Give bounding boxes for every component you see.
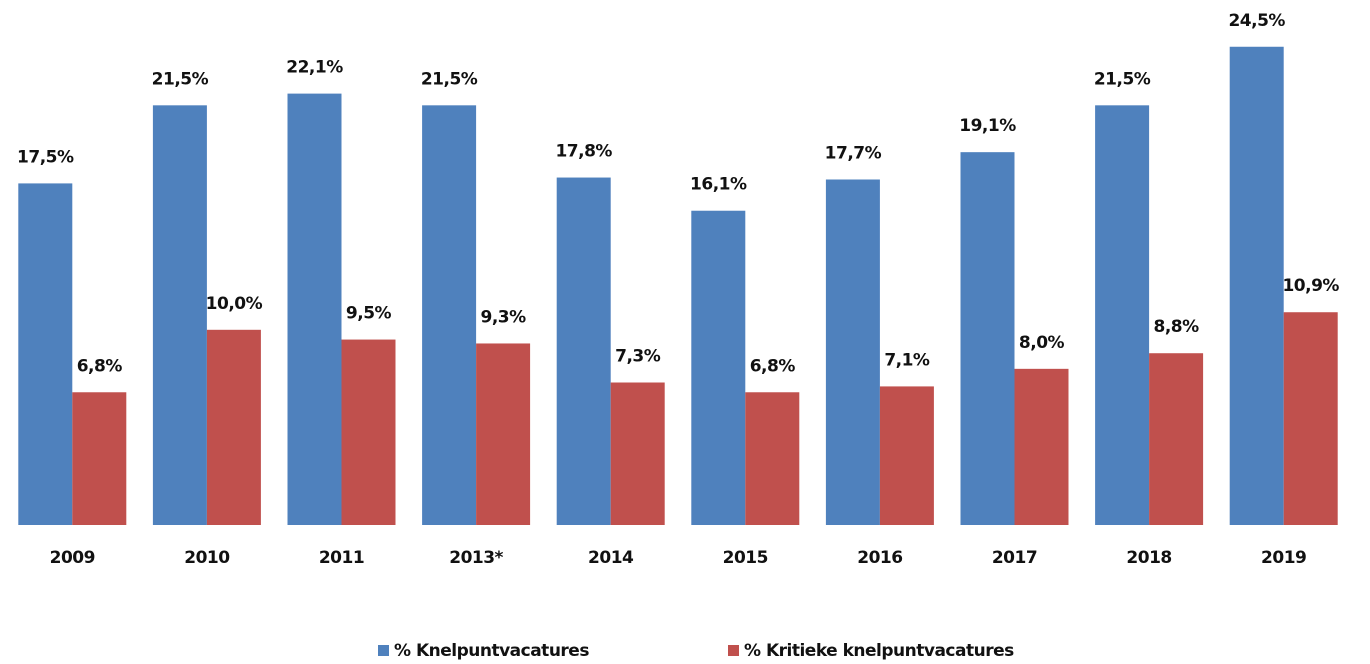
bar: [422, 105, 477, 525]
x-tick-label: 2019: [1261, 548, 1306, 568]
value-label: 22,1%: [286, 58, 343, 78]
bar: [825, 179, 880, 525]
bar: [1229, 46, 1284, 525]
value-label: 21,5%: [152, 69, 209, 89]
x-tick-label: 2018: [1126, 548, 1171, 568]
bar: [610, 382, 665, 525]
bar: [556, 177, 611, 525]
bar: [476, 343, 531, 525]
bar: [72, 392, 127, 525]
bar: [1095, 105, 1150, 525]
x-tick-label: 2017: [992, 548, 1037, 568]
x-tick-label: 2011: [319, 548, 364, 568]
bar: [18, 183, 73, 525]
value-label: 7,1%: [884, 350, 930, 370]
value-label: 6,8%: [750, 356, 796, 376]
value-label: 17,8%: [555, 142, 612, 162]
value-label: 9,3%: [481, 307, 527, 327]
value-label: 8,0%: [1019, 333, 1065, 353]
value-label: 9,5%: [346, 304, 392, 324]
bar: [1014, 368, 1069, 525]
bar: [879, 386, 934, 525]
bar: [152, 105, 207, 525]
x-tick-label: 2010: [184, 548, 230, 568]
x-tick-label: 2013*: [449, 548, 503, 568]
value-label: 7,3%: [615, 347, 661, 367]
value-label: 10,0%: [206, 294, 263, 314]
value-label: 21,5%: [1094, 69, 1151, 89]
legend-swatch: [728, 645, 739, 656]
x-tick-label: 2016: [857, 548, 902, 568]
value-label: 17,7%: [825, 143, 882, 163]
value-label: 21,5%: [421, 69, 478, 89]
x-tick-label: 2015: [723, 548, 768, 568]
x-tick-label: 2014: [588, 548, 634, 568]
legend-label: % Kritieke knelpuntvacatures: [744, 641, 1014, 661]
legend-swatch: [378, 645, 389, 656]
bar: [341, 339, 396, 525]
value-label: 6,8%: [77, 356, 123, 376]
value-label: 10,9%: [1282, 276, 1339, 296]
bar: [287, 93, 342, 525]
value-label: 16,1%: [690, 175, 747, 195]
value-label: 19,1%: [959, 116, 1016, 136]
value-label: 8,8%: [1154, 317, 1200, 337]
bar: [960, 152, 1015, 525]
bar: [1149, 353, 1204, 525]
x-tick-label: 2009: [50, 548, 95, 568]
bar: [691, 210, 746, 525]
bar: [1283, 312, 1338, 525]
bar: [745, 392, 800, 525]
value-label: 24,5%: [1228, 11, 1285, 31]
bar: [206, 329, 261, 525]
value-label: 17,5%: [17, 147, 74, 167]
legend-label: % Knelpuntvacatures: [394, 641, 589, 661]
